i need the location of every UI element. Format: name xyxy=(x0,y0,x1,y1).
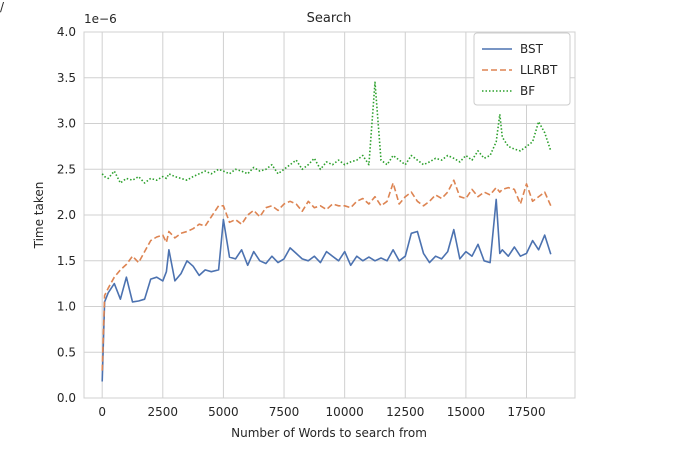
legend-label-llrbt: LLRBT xyxy=(520,63,558,77)
series-lines xyxy=(101,81,552,382)
y-tick-label: 3.0 xyxy=(57,117,76,131)
corner-mark: / xyxy=(0,0,5,14)
y-tick-label: 0.0 xyxy=(57,391,76,405)
y-axis-label: Time taken xyxy=(32,182,46,250)
y-tick-label: 0.5 xyxy=(57,345,76,359)
legend-box xyxy=(473,32,571,106)
series-line-llrbt xyxy=(101,179,552,371)
x-tick-label: 7500 xyxy=(269,405,300,419)
series-line-bst xyxy=(101,198,552,382)
y-scale-label: 1e−6 xyxy=(84,12,117,26)
y-tick-label: 2.0 xyxy=(57,208,76,222)
x-tick-label: 2500 xyxy=(148,405,179,419)
y-tick-label: 3.5 xyxy=(57,71,76,85)
x-tick-label: 15000 xyxy=(447,405,485,419)
x-tick-label: 0 xyxy=(98,405,106,419)
y-tick-label: 1.0 xyxy=(57,300,76,314)
legend: BST LLRBT BF xyxy=(473,32,571,106)
y-tick-label: 4.0 xyxy=(57,25,76,39)
legend-label-bf: BF xyxy=(520,84,535,98)
x-tick-label: 12500 xyxy=(386,405,424,419)
plot-area xyxy=(83,31,576,399)
x-tick-label: 10000 xyxy=(326,405,364,419)
y-tick-label: 2.5 xyxy=(57,162,76,176)
x-tick-label: 5000 xyxy=(208,405,239,419)
x-axis-label: Number of Words to search from xyxy=(231,426,427,440)
chart-title: Search xyxy=(307,11,352,26)
x-tick-label: 17500 xyxy=(507,405,545,419)
y-tick-label: 1.5 xyxy=(57,254,76,268)
axis-ticks: 0 2500 5000 7500 10000 12500 15000 17500 0.0 0.5 1… xyxy=(57,25,546,419)
legend-label-bst: BST xyxy=(520,42,544,56)
